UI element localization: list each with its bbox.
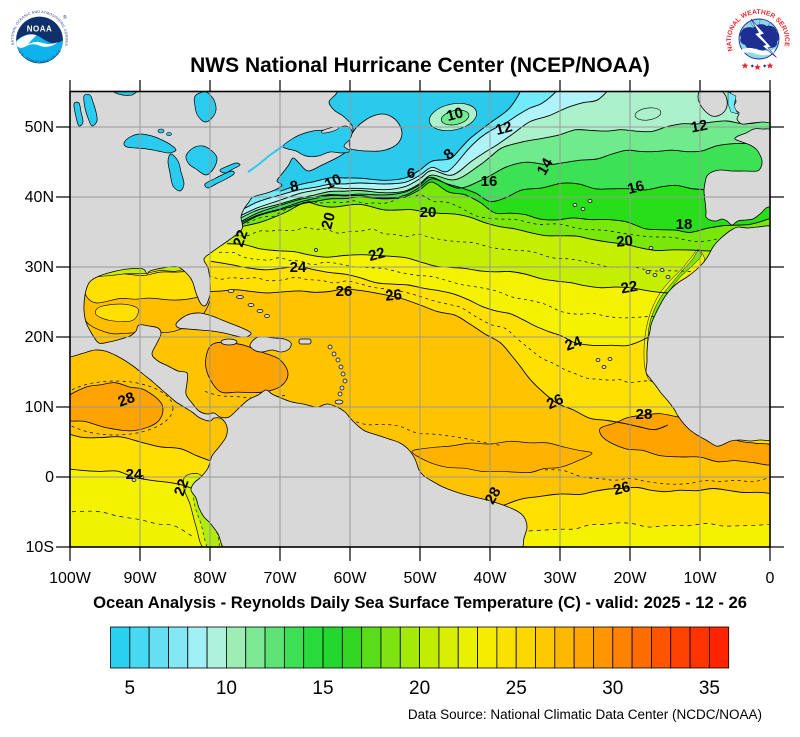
svg-text:20: 20 <box>616 232 634 250</box>
svg-text:26: 26 <box>385 286 403 304</box>
svg-text:Ocean Analysis - Reynolds Dail: Ocean Analysis - Reynolds Daily Sea Surf… <box>93 593 747 612</box>
svg-text:15: 15 <box>312 678 333 699</box>
svg-text:0: 0 <box>45 469 54 486</box>
svg-text:12: 12 <box>690 117 709 137</box>
svg-text:22: 22 <box>367 244 388 265</box>
svg-text:20N: 20N <box>25 329 54 346</box>
svg-text:60W: 60W <box>334 570 368 587</box>
svg-text:10: 10 <box>322 171 344 193</box>
svg-text:100W: 100W <box>49 570 92 587</box>
svg-text:26: 26 <box>544 391 566 413</box>
svg-text:22: 22 <box>171 477 193 498</box>
svg-text:24: 24 <box>563 333 585 355</box>
svg-text:70W: 70W <box>264 570 298 587</box>
svg-text:24: 24 <box>290 259 307 276</box>
svg-text:12: 12 <box>494 118 515 139</box>
svg-text:18: 18 <box>676 216 693 233</box>
svg-text:NOAA: NOAA <box>27 25 53 34</box>
svg-text:NWS National Hurricane Center: NWS National Hurricane Center (NCEP/NOAA… <box>190 54 650 77</box>
svg-text:26: 26 <box>612 478 633 499</box>
svg-text:90W: 90W <box>124 570 158 587</box>
svg-text:20: 20 <box>420 204 437 221</box>
svg-text:5: 5 <box>125 678 136 699</box>
svg-text:40N: 40N <box>25 189 54 206</box>
svg-text:25: 25 <box>506 678 527 699</box>
svg-text:28: 28 <box>636 406 653 423</box>
svg-text:35: 35 <box>699 678 720 699</box>
svg-text:20: 20 <box>318 211 339 232</box>
svg-text:10W: 10W <box>684 570 718 587</box>
svg-text:24: 24 <box>126 466 143 483</box>
svg-text:30: 30 <box>602 678 623 699</box>
svg-text:Data Source: National Climatic: Data Source: National Climatic Data Cent… <box>408 707 762 722</box>
svg-text:6: 6 <box>407 165 415 182</box>
svg-text:26: 26 <box>336 283 353 300</box>
svg-text:30N: 30N <box>25 259 54 276</box>
svg-text:20W: 20W <box>614 570 648 587</box>
svg-text:16: 16 <box>481 173 498 190</box>
svg-text:0: 0 <box>766 570 775 587</box>
svg-text:30W: 30W <box>544 570 578 587</box>
svg-text:40W: 40W <box>474 570 508 587</box>
svg-text:16: 16 <box>626 177 647 198</box>
svg-text:28: 28 <box>116 389 137 411</box>
svg-text:22: 22 <box>230 228 252 249</box>
svg-text:14: 14 <box>534 155 557 179</box>
svg-text:50N: 50N <box>25 119 54 136</box>
svg-text:28: 28 <box>482 484 505 507</box>
svg-text:10N: 10N <box>25 399 54 416</box>
svg-text:®: ® <box>63 14 67 21</box>
svg-text:20: 20 <box>409 678 430 699</box>
svg-text:80W: 80W <box>194 570 228 587</box>
svg-text:8: 8 <box>289 177 300 195</box>
svg-text:10: 10 <box>445 104 466 125</box>
svg-text:10S: 10S <box>26 539 54 556</box>
svg-text:22: 22 <box>620 278 639 298</box>
svg-text:10: 10 <box>216 678 237 699</box>
svg-text:50W: 50W <box>404 570 438 587</box>
